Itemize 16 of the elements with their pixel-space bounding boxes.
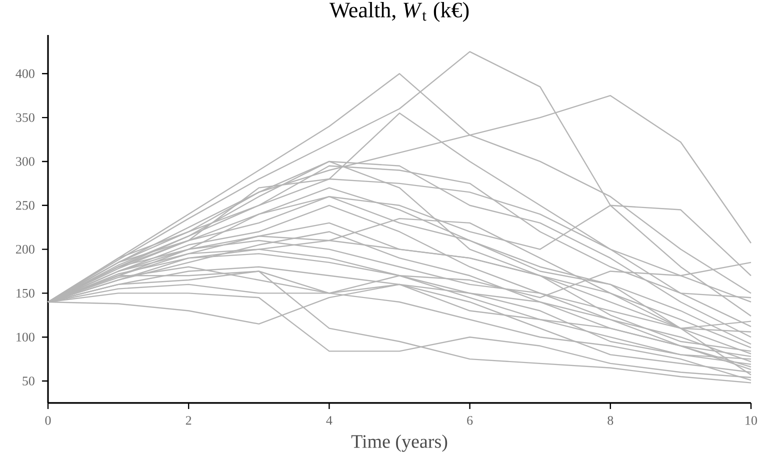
y-tick-label: 400: [16, 69, 34, 78]
y-tick-label: 150: [16, 288, 34, 298]
x-tick-label: 6: [467, 416, 473, 425]
y-tick-label: 350: [16, 113, 34, 122]
y-tick-label: 250: [16, 201, 34, 210]
y-tick-label: 300: [16, 157, 34, 166]
x-tick-label: 8: [608, 416, 614, 425]
chart-title: Wealth, W$_{t}$ (k€): [329, 2, 469, 22]
x-tick-label: 0: [45, 416, 51, 425]
x-tick-label: 10: [746, 416, 757, 425]
y-tick-label: 100: [16, 332, 34, 342]
y-tick-label: 50: [22, 376, 34, 386]
x-tick-label: 4: [326, 416, 332, 425]
x-tick-label: 2: [186, 416, 192, 425]
y-tick-label: 200: [16, 244, 34, 254]
x-axis-title: Time (years): [351, 434, 448, 452]
